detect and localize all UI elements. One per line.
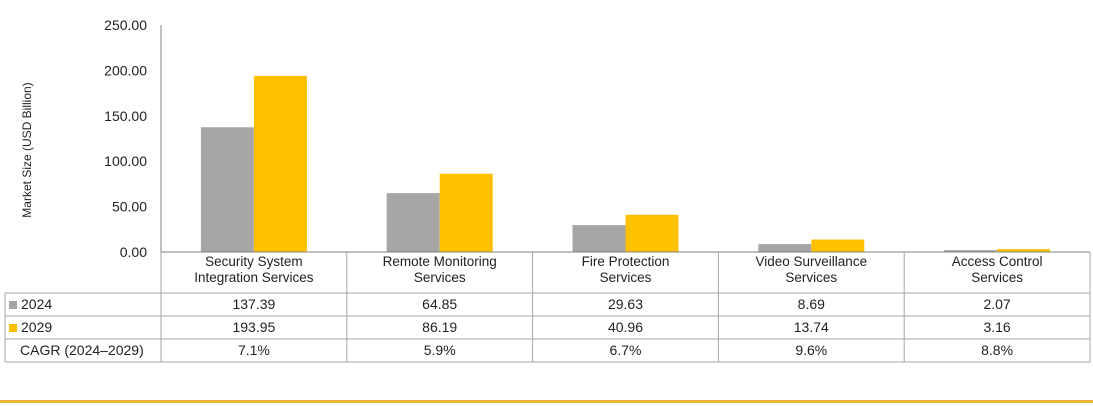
cagr-cell: 8.8%	[981, 342, 1013, 358]
bar-2029-3	[625, 214, 679, 252]
legend-label-2024: 2024	[21, 296, 52, 312]
bar-2024-5	[944, 250, 998, 252]
data-cell-2024: 64.85	[422, 296, 457, 312]
data-cell-2029: 40.96	[608, 319, 643, 335]
cagr-cell: 6.7%	[610, 342, 642, 358]
y-tick-label: 0.00	[120, 244, 147, 260]
category-label: Security System	[205, 254, 303, 269]
category-label: Fire Protection	[582, 254, 670, 269]
bar-2024-4	[758, 244, 812, 252]
y-tick-label: 50.00	[112, 199, 147, 215]
data-cell-2024: 137.39	[232, 296, 275, 312]
bar-2029-4	[811, 239, 865, 252]
cagr-cell: 5.9%	[424, 342, 456, 358]
category-label: Access Control	[952, 254, 1043, 269]
data-cell-2029: 193.95	[232, 319, 275, 335]
category-label: Services	[785, 270, 837, 285]
legend-label-2029: 2029	[21, 319, 52, 335]
bar-2024-2	[386, 193, 440, 252]
legend-swatch-2024	[9, 301, 17, 309]
bar-2029-2	[439, 173, 493, 252]
category-label: Services	[971, 270, 1023, 285]
cagr-row-label: CAGR (2024–2029)	[20, 342, 144, 358]
data-cell-2024: 8.69	[798, 296, 825, 312]
legend-swatch-2029	[9, 324, 17, 332]
cagr-cell: 7.1%	[238, 342, 270, 358]
bar-2029-5	[997, 249, 1051, 252]
bar-2024-1	[200, 127, 254, 252]
y-tick-label: 100.00	[104, 153, 147, 169]
bar-2029-1	[253, 75, 307, 252]
data-cell-2024: 2.07	[983, 296, 1010, 312]
data-cell-2029: 13.74	[794, 319, 829, 335]
category-label: Remote Monitoring	[383, 254, 497, 269]
y-tick-label: 150.00	[104, 108, 147, 124]
category-label: Services	[414, 270, 466, 285]
bar-2024-3	[572, 225, 626, 252]
category-label: Video Surveillance	[756, 254, 868, 269]
y-tick-label: 200.00	[104, 62, 147, 78]
category-label: Services	[600, 270, 652, 285]
data-cell-2024: 29.63	[608, 296, 643, 312]
data-cell-2029: 86.19	[422, 319, 457, 335]
y-axis-title: Market Size (USD Billion)	[20, 82, 34, 217]
cagr-cell: 9.6%	[795, 342, 827, 358]
category-label: Integration Services	[194, 270, 314, 285]
y-tick-label: 250.00	[104, 17, 147, 33]
data-cell-2029: 3.16	[983, 319, 1010, 335]
footer-rule	[0, 400, 1093, 403]
